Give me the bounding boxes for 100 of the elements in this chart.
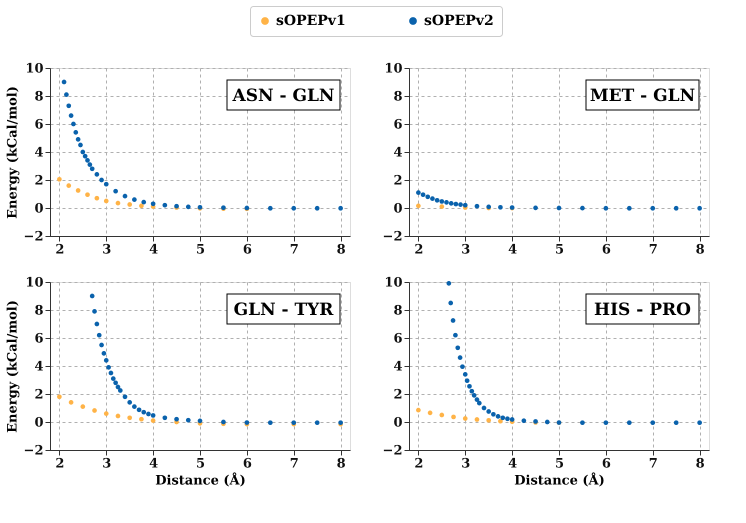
y-tick-label: 4 — [34, 146, 44, 160]
point — [446, 281, 452, 286]
x-tick-label: 6 — [242, 242, 252, 258]
point — [113, 188, 118, 194]
point — [448, 201, 454, 206]
legend-label: sOPEPv1 — [276, 13, 346, 29]
point — [448, 300, 454, 306]
point — [162, 202, 168, 208]
point — [544, 420, 550, 424]
point — [462, 202, 468, 208]
y-tick-label: 8 — [34, 304, 44, 318]
point — [474, 417, 480, 422]
point — [462, 416, 468, 421]
x-tick-label: 3 — [461, 456, 470, 472]
point — [626, 206, 632, 211]
point — [116, 200, 120, 206]
point — [556, 206, 562, 210]
point — [697, 206, 702, 211]
point — [99, 178, 104, 182]
point — [80, 404, 86, 409]
point — [453, 332, 458, 338]
y-tick-label: 4 — [393, 360, 402, 374]
y-tick-label: 6 — [34, 332, 44, 346]
point — [76, 188, 80, 193]
point — [146, 412, 151, 416]
point — [62, 80, 66, 84]
annotation: MET - GLN — [590, 86, 696, 106]
point — [416, 190, 421, 195]
y-tick-label: 0 — [34, 416, 44, 430]
point — [268, 206, 273, 211]
x-tick-label: 3 — [461, 242, 470, 258]
point — [420, 192, 426, 198]
x-tick-label: 6 — [602, 456, 611, 472]
point — [604, 206, 608, 211]
point — [92, 408, 97, 413]
point — [150, 201, 156, 206]
point — [132, 197, 137, 202]
point — [500, 415, 506, 420]
x-tick-label: 4 — [149, 242, 158, 258]
point — [439, 412, 444, 418]
point — [104, 358, 109, 363]
point — [650, 420, 656, 426]
point — [106, 365, 111, 370]
y-tick-label: 0 — [393, 202, 402, 216]
point — [88, 162, 92, 167]
x-tick-label: 2 — [414, 456, 424, 472]
point — [498, 204, 503, 210]
point — [76, 137, 80, 142]
point — [94, 172, 100, 177]
point — [450, 318, 456, 323]
point — [118, 388, 123, 393]
point — [127, 415, 132, 420]
y-tick-label: 8 — [393, 90, 402, 104]
point — [99, 342, 104, 348]
point — [78, 142, 83, 148]
point — [122, 394, 128, 400]
x-tick-label: 3 — [102, 242, 112, 258]
point — [458, 202, 463, 207]
point — [486, 409, 492, 414]
point — [650, 206, 656, 211]
point — [85, 192, 90, 198]
point — [451, 414, 456, 420]
point — [92, 309, 97, 314]
point — [416, 204, 421, 208]
y-axis-title: Energy (kCal/mol) — [6, 86, 21, 219]
x-tick-label: 2 — [414, 242, 424, 258]
y-tick-label: −2 — [24, 230, 44, 244]
point — [462, 372, 468, 377]
point — [486, 418, 492, 423]
point — [90, 294, 95, 298]
point — [108, 370, 114, 376]
point — [476, 400, 482, 406]
point — [444, 200, 449, 205]
point — [460, 364, 465, 370]
point — [439, 204, 444, 209]
y-tick-label: 10 — [384, 276, 402, 290]
x-tick-label: 3 — [102, 456, 112, 472]
x-tick-label: 2 — [55, 242, 64, 258]
point — [139, 416, 144, 422]
point — [116, 414, 120, 418]
point — [141, 200, 146, 204]
point — [580, 206, 585, 210]
point — [186, 418, 191, 423]
point — [505, 416, 510, 422]
x-tick-label: 2 — [55, 456, 64, 472]
x-tick-label: 6 — [242, 456, 252, 472]
x-tick-label: 8 — [336, 242, 346, 258]
point — [338, 206, 343, 211]
point — [71, 122, 76, 126]
point — [674, 206, 679, 211]
y-tick-label: 8 — [34, 90, 44, 104]
x-tick-label: 5 — [554, 242, 564, 258]
point — [122, 194, 128, 198]
point — [94, 196, 100, 201]
point — [291, 206, 296, 211]
y-tick-label: 6 — [393, 332, 402, 346]
point — [482, 406, 486, 410]
y-tick-label: 6 — [393, 118, 402, 132]
point — [90, 166, 95, 172]
legend-label: sOPEPv2 — [424, 13, 494, 29]
